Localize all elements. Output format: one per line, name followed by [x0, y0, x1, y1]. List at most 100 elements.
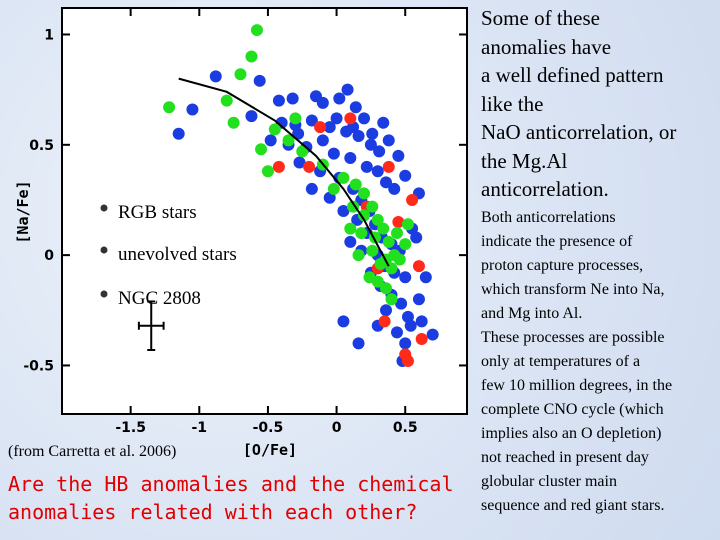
ngc2808-point — [349, 178, 362, 191]
rgb-star-point — [305, 114, 318, 127]
ngc2808-point — [377, 222, 390, 235]
ngc2808-point — [296, 145, 309, 158]
y-axis-label: [Na/Fe] — [14, 180, 32, 243]
rgb-star-point — [399, 337, 412, 350]
rgb-star-point — [333, 92, 346, 105]
rgb-star-point — [186, 103, 199, 116]
rgb-star-point — [358, 112, 371, 125]
ngc2808-point — [393, 253, 406, 266]
ngc2808-point — [327, 182, 340, 195]
x-tick-label: -1 — [192, 420, 208, 436]
axis-ticks: -1.5 -1 -0.5 0 0.5 1 0.5 0 -0.5 — [23, 8, 467, 436]
ngc2808-point — [358, 209, 371, 222]
ngc2808-point — [366, 244, 379, 257]
rgb-star-point — [286, 92, 299, 105]
ngc2808-point — [374, 257, 387, 270]
rgb-star-point — [382, 134, 395, 147]
unevolved-star-point — [303, 160, 316, 173]
rgb-star-point — [373, 145, 386, 158]
rgb-star-point — [404, 319, 417, 332]
y-tick-label: -0.5 — [23, 358, 54, 374]
rgb-star-point — [392, 149, 405, 162]
rgb-star-point — [380, 176, 392, 189]
ngc2808-point — [382, 235, 395, 248]
rgb-star-point — [316, 134, 329, 147]
rgb-star-point — [337, 205, 350, 217]
data-points — [163, 24, 439, 368]
text-panel: Some of these anomalies have a well defi… — [481, 4, 717, 518]
y-tick-label: 0.5 — [29, 138, 54, 154]
legend-ngc-2808: NGC 2808 — [118, 288, 201, 309]
ngc2808-point — [390, 227, 403, 240]
unevolved-star-point — [272, 160, 285, 173]
ngc2808-point — [337, 171, 350, 184]
unevolved-star-point — [344, 112, 357, 125]
ngc2808-point — [163, 101, 176, 114]
x-tick-label: -1.5 — [115, 420, 146, 436]
rgb-star-point — [390, 326, 403, 339]
rgb-star-point — [426, 328, 439, 341]
rgb-star-point — [388, 182, 401, 195]
rgb-star-point — [316, 96, 329, 109]
rgb-star-point — [419, 271, 432, 284]
unevolved-star-point — [382, 160, 395, 173]
ngc2808-point — [358, 187, 371, 200]
y-tick-label: 1 — [44, 27, 54, 43]
legend: RGB stars unevolved stars NGC 2808 — [100, 202, 237, 309]
legend-unevolved-stars: unevolved stars — [118, 244, 237, 265]
question-text: Are the HB anomalies and the chemical an… — [8, 472, 454, 524]
ngc2808-point — [399, 238, 412, 251]
ngc2808-point — [352, 249, 365, 262]
ngc2808-point — [255, 143, 268, 156]
legend-bullet-ngc2808 — [100, 290, 108, 298]
y-tick-label: 0 — [44, 248, 54, 264]
rgb-star-point — [360, 160, 373, 173]
unevolved-star-point — [415, 332, 428, 345]
scatter-chart: -1.5 -1 -0.5 0 0.5 1 0.5 0 -0.5 RGB stars unevol… — [8, 7, 468, 460]
ngc2808-point — [401, 218, 414, 231]
source-credit: (from Carretta et al. 2006) — [8, 443, 176, 460]
ngc2808-point — [380, 282, 392, 295]
rgb-star-point — [410, 231, 423, 244]
ngc2808-point — [385, 293, 398, 306]
rgb-star-point — [377, 116, 390, 129]
trend-line — [178, 77, 390, 267]
rgb-star-point — [341, 83, 354, 96]
rgb-star-point — [399, 271, 412, 284]
rgb-star-point — [293, 156, 306, 169]
rgb-star-point — [366, 127, 379, 140]
unevolved-star-point — [392, 216, 405, 229]
ngc2808-point — [344, 222, 357, 235]
legend-bullet-rgb — [100, 204, 108, 212]
rgb-star-point — [344, 152, 357, 165]
ngc2808-point — [261, 165, 274, 178]
ngc2808-point — [220, 94, 233, 107]
rgb-star-point — [352, 337, 365, 350]
plot-frame — [61, 7, 468, 415]
body-text: Both anticorrelations indicate the prese… — [481, 208, 673, 514]
rgb-star-point — [305, 182, 318, 195]
rgb-star-point — [327, 147, 340, 160]
ngc2808-point — [245, 50, 258, 63]
rgb-star-point — [245, 110, 258, 123]
headline-text: Some of these anomalies have a well defi… — [481, 6, 677, 201]
rgb-star-point — [371, 165, 384, 178]
ngc2808-point — [268, 123, 281, 136]
rgb-star-point — [344, 235, 357, 248]
rgb-star-point — [349, 101, 362, 114]
rgb-star-point — [364, 138, 377, 151]
x-tick-label: 0 — [332, 420, 342, 436]
ngc2808-point — [227, 116, 240, 129]
ngc2808-point — [282, 134, 295, 147]
error-bar — [137, 300, 165, 352]
unevolved-star-point — [378, 315, 391, 328]
ngc2808-point — [234, 68, 247, 81]
rgb-star-point — [209, 70, 222, 83]
ngc2808-point — [250, 24, 263, 37]
rgb-star-point — [415, 315, 428, 328]
unevolved-star-point — [401, 355, 414, 368]
ngc2808-point — [366, 200, 379, 213]
x-tick-label: -0.5 — [253, 420, 284, 436]
ngc2808-point — [371, 213, 384, 226]
rgb-star-point — [172, 127, 185, 140]
